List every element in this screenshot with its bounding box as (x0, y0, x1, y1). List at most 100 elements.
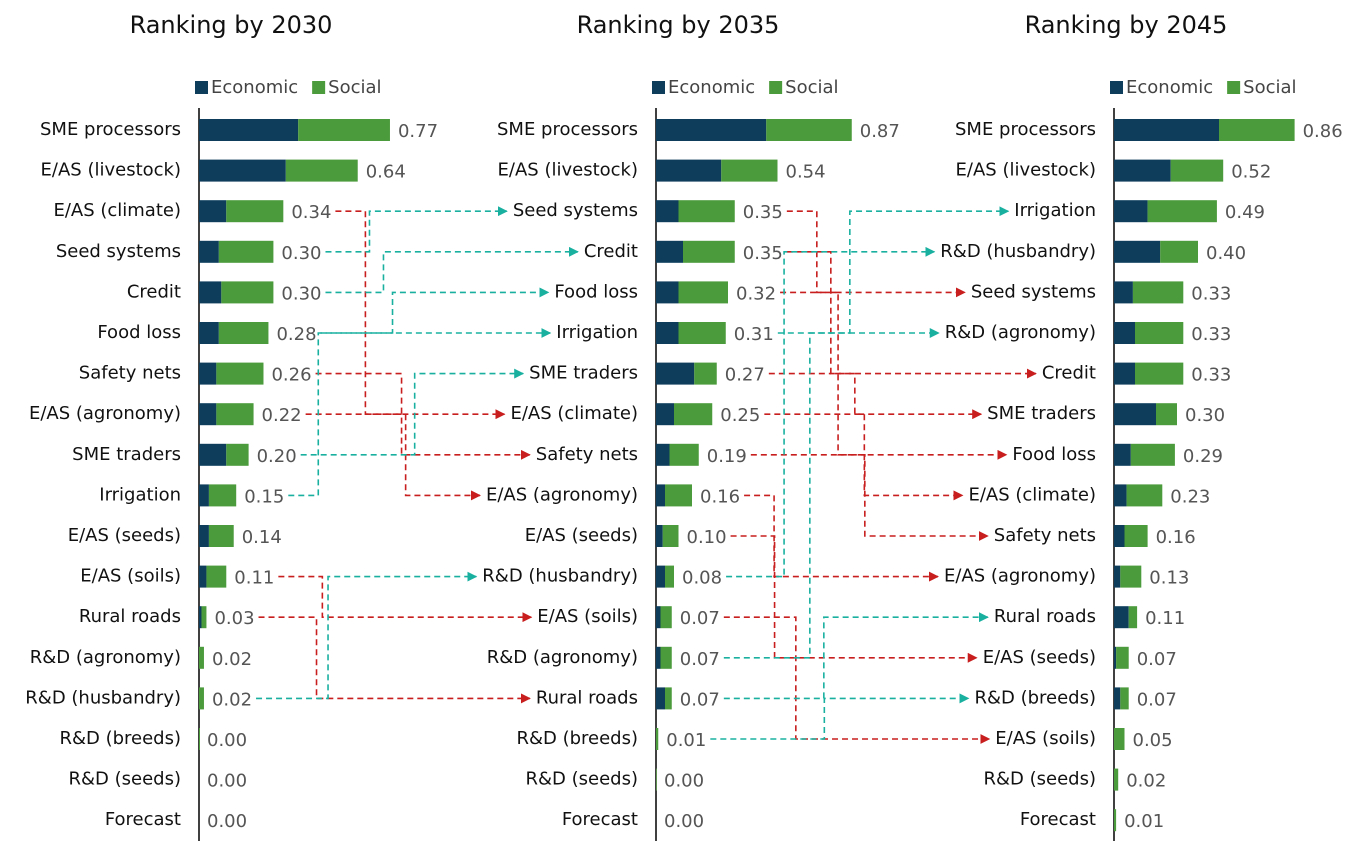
rank-arrow (300, 368, 525, 456)
total-label: 0.40 (1206, 243, 1246, 264)
rank-arrow (325, 206, 508, 253)
bar-segment (1114, 443, 1131, 466)
category-label: SME processors (497, 119, 638, 140)
category-label: SME processors (40, 119, 181, 140)
category-label: Seed systems (513, 200, 638, 221)
category-label: R&D (seeds) (526, 769, 639, 790)
total-label: 0.86 (1303, 121, 1343, 142)
category-label: E/AS (soils) (80, 566, 181, 587)
bar-segment (1114, 362, 1135, 385)
legend-swatch (1227, 81, 1241, 94)
bar-segment (199, 646, 204, 669)
bar-segment (1114, 322, 1135, 344)
bar-segment (694, 362, 717, 385)
bar-segment (218, 322, 269, 344)
total-label: 0.49 (1225, 202, 1265, 223)
total-label: 0.64 (366, 162, 406, 183)
bar-segment (1116, 646, 1129, 669)
total-label: 0.29 (1183, 446, 1223, 467)
bar-segment (1114, 565, 1121, 588)
total-label: 0.03 (214, 608, 254, 629)
category-label: Seed systems (971, 281, 1096, 302)
rank-arrow (325, 246, 579, 294)
bar-segment (199, 119, 299, 141)
bar-segment (656, 646, 661, 669)
total-label: 0.00 (207, 730, 247, 751)
total-label: 0.77 (398, 121, 438, 142)
legend-swatch (652, 81, 665, 94)
category-label: Safety nets (536, 444, 638, 465)
total-label: 0.07 (1137, 649, 1177, 670)
rank-arrow (278, 575, 533, 623)
total-label: 0.26 (271, 365, 311, 386)
total-label: 0.32 (736, 283, 776, 304)
category-label: E/AS (climate) (968, 484, 1096, 505)
total-label: 0.30 (1185, 405, 1225, 426)
total-label: 0.07 (680, 689, 720, 710)
rank-arrow (335, 210, 506, 420)
bar-segment (721, 159, 778, 182)
bar-segment (221, 281, 274, 304)
bar-segment (1114, 646, 1117, 669)
bar-segment (199, 484, 209, 507)
category-label: Safety nets (79, 363, 181, 384)
category-label: Rural roads (994, 606, 1096, 627)
total-label: 0.27 (725, 365, 765, 386)
bar-segment (1114, 606, 1129, 629)
bar-segment (199, 200, 227, 223)
category-label: E/AS (seeds) (68, 525, 181, 546)
bar-segment (656, 240, 683, 263)
category-label: Forecast (1020, 809, 1096, 830)
legend-label: Economic (211, 77, 298, 98)
bar-segment (656, 443, 670, 466)
bar-segment (1114, 687, 1121, 710)
total-label: 0.33 (1191, 324, 1231, 345)
legend-swatch (312, 81, 326, 94)
total-label: 0.54 (786, 162, 826, 183)
bar-segment (1114, 240, 1161, 263)
bar-segment (216, 403, 254, 426)
legend-swatch (769, 81, 783, 94)
bar-segment (1132, 281, 1184, 304)
category-label: Irrigation (99, 484, 181, 505)
category-label: Forecast (105, 809, 181, 830)
bar-segment (656, 565, 665, 588)
bar-segment (1114, 525, 1125, 547)
category-label: E/AS (climate) (510, 403, 638, 424)
bar-segment (1135, 322, 1184, 344)
chart-title: Ranking by 2030 (130, 11, 333, 39)
bar-segment (1114, 728, 1125, 750)
bar-segment (665, 687, 672, 710)
category-label: E/AS (agronomy) (486, 484, 638, 505)
chart-title: Ranking by 2045 (1025, 11, 1228, 39)
category-label: R&D (husbandry) (25, 687, 181, 708)
total-label: 0.87 (860, 121, 900, 142)
bar-segment (199, 687, 204, 710)
bar-segment (656, 606, 661, 629)
rank-arrow (256, 571, 478, 700)
rank-arrow (723, 616, 991, 744)
rank-arrow (320, 287, 550, 334)
chart-title: Ranking by 2035 (577, 11, 780, 39)
bar-segment (1170, 159, 1224, 182)
total-label: 0.23 (1170, 486, 1210, 507)
rank-arrow (258, 616, 531, 704)
bar-segment (1160, 240, 1198, 263)
legend-label: Social (1243, 77, 1296, 98)
total-label: 0.28 (276, 324, 316, 345)
bar-segment (656, 200, 679, 223)
category-label: E/AS (livestock) (956, 160, 1096, 181)
total-label: 0.16 (1156, 527, 1196, 548)
category-label: SME traders (72, 444, 181, 465)
rank-arrow (710, 693, 970, 740)
category-label: Credit (1042, 363, 1096, 384)
bar-segment (1124, 525, 1148, 547)
total-label: 0.07 (680, 649, 720, 670)
category-label: E/AS (seeds) (525, 525, 638, 546)
total-label: 0.33 (1191, 283, 1231, 304)
category-label: SME processors (955, 119, 1096, 140)
bar-segment (1120, 687, 1129, 710)
bar-segment (678, 322, 726, 344)
total-label: 0.20 (257, 446, 297, 467)
